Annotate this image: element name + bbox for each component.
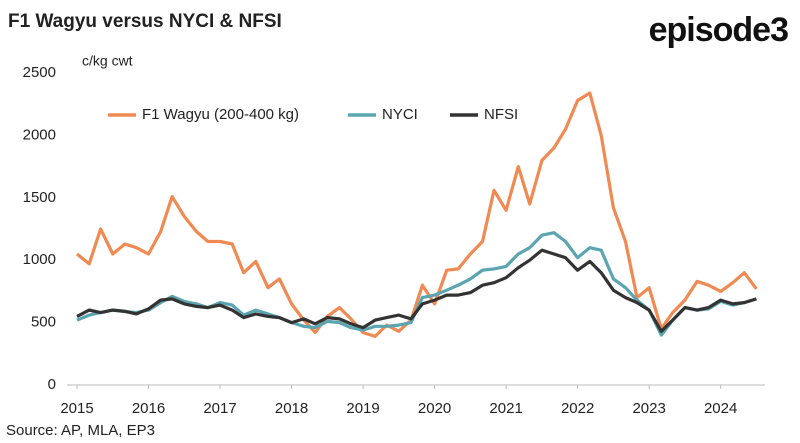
y-tick-label: 0: [48, 376, 56, 393]
y-tick-label: 2500: [23, 64, 56, 81]
y-tick-label: 1500: [23, 189, 56, 206]
chart-title: F1 Wagyu versus NYCI & NFSI: [8, 11, 282, 32]
x-tick-label: 2016: [132, 400, 165, 417]
x-tick-label: 2024: [704, 400, 737, 417]
y-axis-label: c/kg cwt: [82, 53, 133, 69]
x-tick-label: 2015: [60, 400, 93, 417]
y-tick-label: 500: [31, 314, 56, 331]
x-tick-label: 2023: [632, 400, 665, 417]
x-tick-label: 2022: [561, 400, 594, 417]
data-line: [75, 91, 758, 338]
x-tick-label: 2018: [275, 400, 308, 417]
x-tick-label: 2017: [203, 400, 236, 417]
x-tick-label: 2019: [346, 400, 379, 417]
legend-label: NYCI: [382, 106, 418, 123]
y-tick-label: 1000: [23, 251, 56, 268]
legend-label: F1 Wagyu (200-400 kg): [142, 106, 299, 123]
source-note: Source: AP, MLA, EP3: [6, 422, 155, 439]
legend-label: NFSI: [484, 106, 518, 123]
x-tick-label: 2021: [489, 400, 522, 417]
x-tick-label: 2020: [418, 400, 451, 417]
y-tick-label: 2000: [23, 126, 56, 143]
data-line: [76, 248, 757, 333]
brand-logo: episode3: [649, 11, 788, 49]
